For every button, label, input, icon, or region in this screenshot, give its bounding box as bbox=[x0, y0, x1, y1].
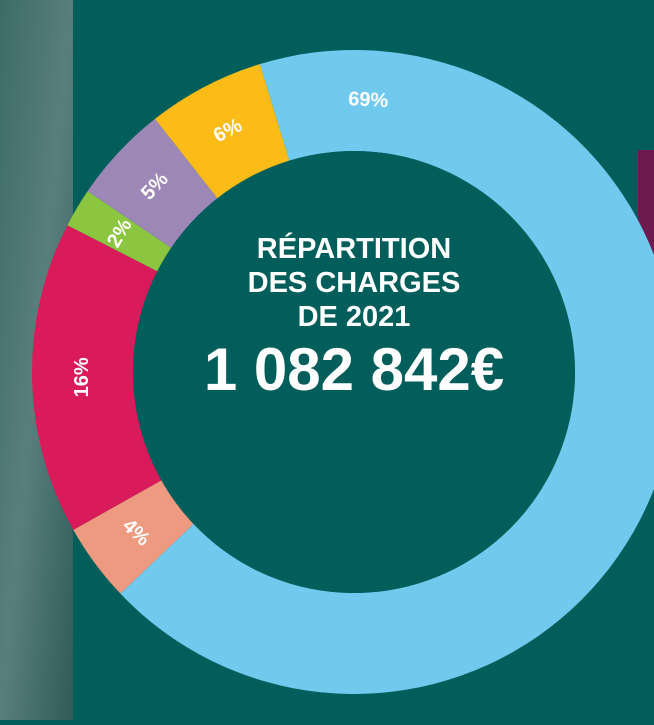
donut-slice bbox=[120, 50, 654, 694]
donut-slice bbox=[31, 225, 162, 530]
donut-slice bbox=[67, 191, 172, 272]
value-label: 16% bbox=[71, 357, 93, 397]
value-label: 69% bbox=[348, 88, 389, 112]
center-title: RÉPARTITION bbox=[257, 231, 451, 265]
center-title: DES CHARGES bbox=[248, 267, 461, 299]
donut-hole bbox=[133, 151, 575, 593]
donut: 69%4%16%2%5%6% bbox=[31, 50, 654, 694]
donut-slice bbox=[73, 480, 194, 594]
donut-slice bbox=[154, 64, 290, 199]
center-total: 1 082 842€ bbox=[204, 336, 504, 403]
center-title: DE 2021 bbox=[298, 301, 411, 333]
donut-slice bbox=[87, 118, 218, 248]
